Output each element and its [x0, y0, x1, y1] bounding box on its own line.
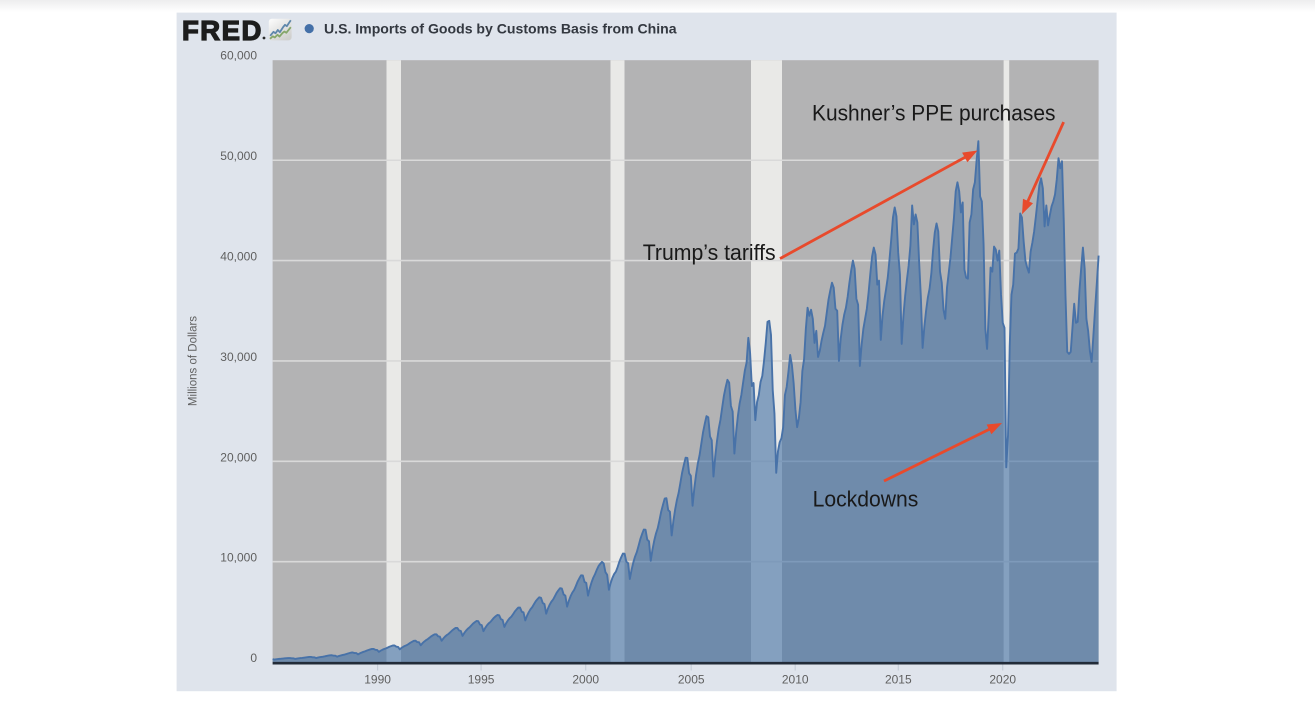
svg-text:2015: 2015 — [885, 673, 912, 687]
svg-text:FRED: FRED — [182, 15, 263, 46]
svg-text:1995: 1995 — [468, 673, 495, 687]
svg-text:Lockdowns: Lockdowns — [813, 487, 919, 512]
svg-text:20,000: 20,000 — [220, 450, 257, 464]
svg-text:Millions of Dollars: Millions of Dollars — [188, 316, 200, 406]
svg-text:U.S. Imports of Goods by Custo: U.S. Imports of Goods by Customs Basis f… — [324, 21, 677, 36]
svg-text:0: 0 — [250, 651, 257, 665]
svg-text:2020: 2020 — [989, 673, 1016, 687]
svg-text:1990: 1990 — [364, 673, 391, 687]
svg-text:Kushner’s PPE purchases: Kushner’s PPE purchases — [812, 101, 1056, 126]
svg-text:50,000: 50,000 — [220, 149, 257, 163]
svg-text:60,000: 60,000 — [220, 48, 257, 62]
svg-text:Trump’s tariffs: Trump’s tariffs — [643, 240, 776, 265]
svg-text:2010: 2010 — [782, 673, 809, 687]
svg-text:10,000: 10,000 — [220, 551, 257, 565]
svg-text:40,000: 40,000 — [220, 250, 257, 264]
svg-text:30,000: 30,000 — [220, 350, 257, 364]
svg-text:2005: 2005 — [678, 673, 705, 687]
svg-text:2000: 2000 — [572, 673, 599, 687]
